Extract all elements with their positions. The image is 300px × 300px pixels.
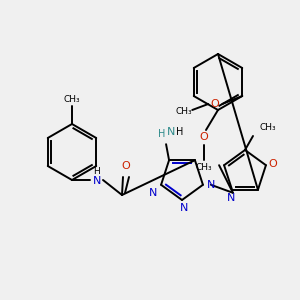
Text: N: N	[207, 180, 215, 190]
Text: N: N	[227, 193, 235, 203]
Text: N: N	[167, 127, 175, 137]
Text: O: O	[268, 159, 277, 169]
Text: O: O	[122, 161, 130, 171]
Text: H: H	[94, 167, 100, 176]
Text: CH₃: CH₃	[196, 163, 212, 172]
Text: CH₃: CH₃	[259, 124, 276, 133]
Text: N: N	[93, 176, 101, 186]
Text: H: H	[158, 129, 166, 139]
Text: N: N	[149, 188, 157, 198]
Text: CH₃: CH₃	[176, 107, 193, 116]
Text: N: N	[180, 203, 188, 213]
Text: CH₃: CH₃	[64, 95, 80, 104]
Text: O: O	[200, 132, 208, 142]
Text: H: H	[176, 127, 184, 137]
Text: O: O	[211, 99, 220, 109]
